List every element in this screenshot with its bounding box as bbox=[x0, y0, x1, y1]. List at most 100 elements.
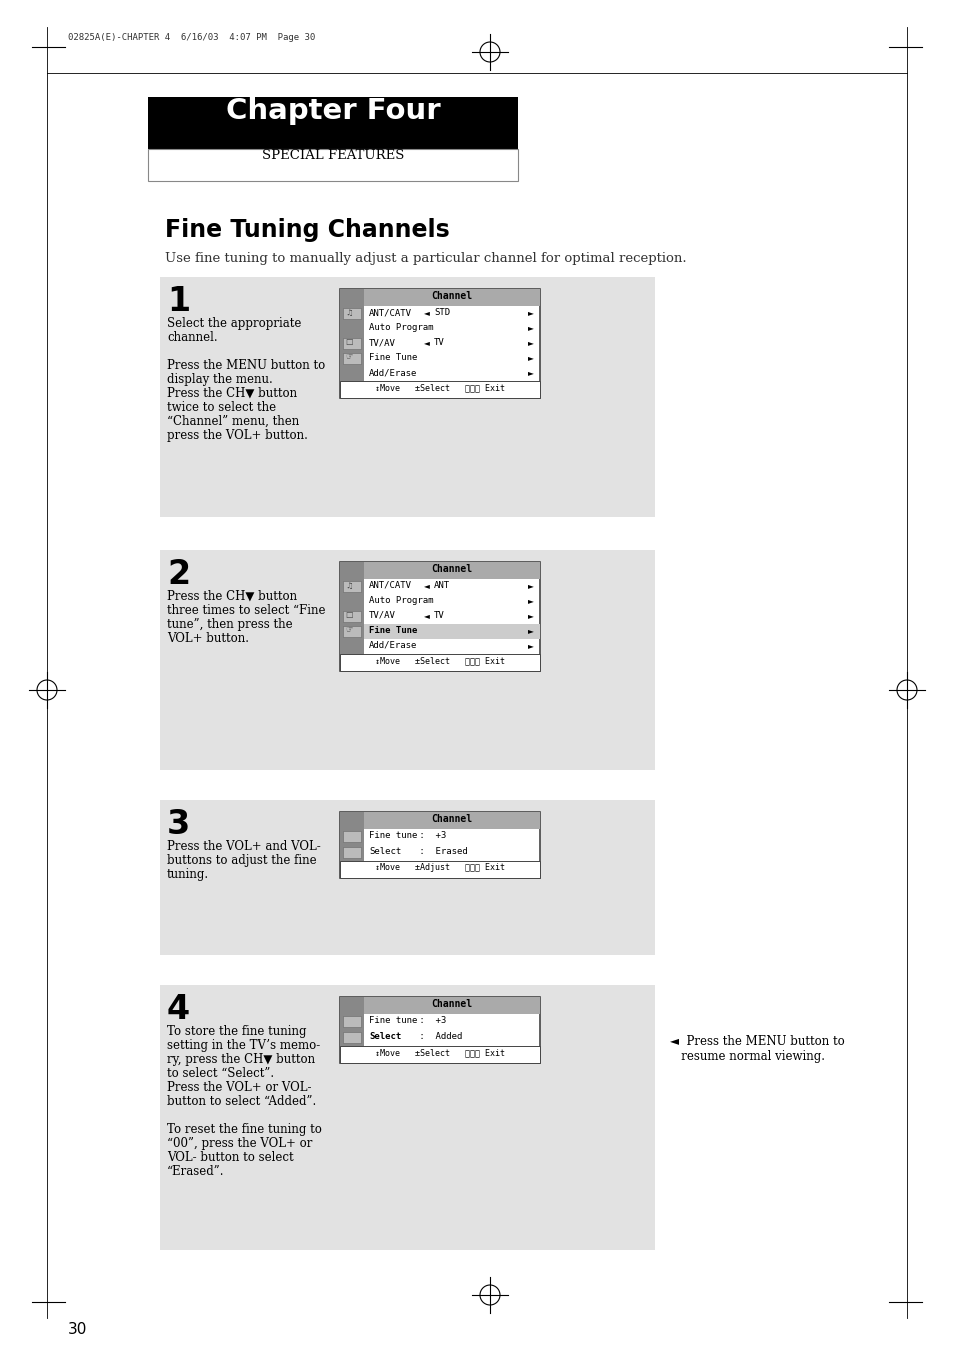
Text: ►: ► bbox=[527, 640, 534, 650]
Text: TV/AV: TV/AV bbox=[369, 611, 395, 620]
Text: button to select “Added”.: button to select “Added”. bbox=[167, 1096, 315, 1108]
Text: Select: Select bbox=[369, 847, 401, 857]
Text: ►: ► bbox=[527, 611, 534, 620]
Text: Press the VOL+ or VOL-: Press the VOL+ or VOL- bbox=[167, 1081, 312, 1094]
Text: ♫: ♫ bbox=[345, 308, 352, 317]
Bar bbox=[343, 831, 360, 842]
Text: Use fine tuning to manually adjust a particular channel for optimal reception.: Use fine tuning to manually adjust a par… bbox=[165, 253, 686, 265]
Text: 2: 2 bbox=[167, 558, 190, 590]
Bar bbox=[343, 581, 360, 592]
Text: buttons to adjust the fine: buttons to adjust the fine bbox=[167, 854, 316, 867]
Text: ↕Move   ±Adjust   ☰☰☰ Exit: ↕Move ±Adjust ☰☰☰ Exit bbox=[375, 863, 504, 871]
Text: :  +3: : +3 bbox=[414, 831, 446, 840]
Text: three times to select “Fine: three times to select “Fine bbox=[167, 604, 325, 617]
Bar bbox=[339, 997, 364, 1063]
Text: SPECIAL FEATURES: SPECIAL FEATURES bbox=[261, 149, 404, 162]
Text: to select “Select”.: to select “Select”. bbox=[167, 1067, 274, 1079]
Bar bbox=[160, 277, 655, 517]
Text: tune”, then press the: tune”, then press the bbox=[167, 617, 293, 631]
Text: ◄: ◄ bbox=[423, 308, 430, 317]
Text: Chapter Four: Chapter Four bbox=[226, 97, 440, 126]
Text: ☞: ☞ bbox=[345, 626, 352, 635]
Bar bbox=[339, 861, 539, 878]
Text: Channel: Channel bbox=[431, 290, 472, 301]
Text: TV: TV bbox=[434, 338, 444, 347]
Text: To store the fine tuning: To store the fine tuning bbox=[167, 1025, 306, 1038]
Bar bbox=[343, 338, 360, 349]
Bar bbox=[343, 1016, 360, 1027]
Text: Select the appropriate: Select the appropriate bbox=[167, 317, 301, 330]
Text: Fine tune: Fine tune bbox=[369, 831, 416, 840]
Bar bbox=[364, 812, 539, 830]
Text: ☞: ☞ bbox=[345, 353, 352, 362]
Bar bbox=[339, 562, 364, 671]
Text: Add/Erase: Add/Erase bbox=[369, 640, 416, 650]
Bar bbox=[339, 562, 539, 671]
Text: Press the VOL+ and VOL-: Press the VOL+ and VOL- bbox=[167, 840, 320, 852]
Text: Auto Program: Auto Program bbox=[369, 323, 433, 332]
Text: Fine Tune: Fine Tune bbox=[369, 626, 416, 635]
Text: :  Added: : Added bbox=[414, 1032, 462, 1042]
Text: ►: ► bbox=[527, 626, 534, 635]
Bar bbox=[339, 812, 364, 878]
Bar bbox=[364, 624, 539, 639]
Text: ry, press the CH▼ button: ry, press the CH▼ button bbox=[167, 1052, 314, 1066]
Text: Fine tune: Fine tune bbox=[369, 1016, 416, 1025]
Text: tuning.: tuning. bbox=[167, 867, 209, 881]
Bar bbox=[343, 626, 360, 638]
Bar bbox=[343, 353, 360, 363]
Bar bbox=[364, 562, 539, 580]
Text: VOL+ button.: VOL+ button. bbox=[167, 632, 249, 644]
Text: 4: 4 bbox=[167, 993, 190, 1025]
Bar bbox=[160, 800, 655, 955]
Text: ►: ► bbox=[527, 338, 534, 347]
Bar bbox=[343, 611, 360, 621]
Bar bbox=[148, 97, 517, 149]
Text: Channel: Channel bbox=[431, 815, 472, 824]
Text: VOL- button to select: VOL- button to select bbox=[167, 1151, 294, 1165]
Text: Select: Select bbox=[369, 1032, 401, 1042]
Text: twice to select the: twice to select the bbox=[167, 401, 275, 413]
Text: ◄  Press the MENU button to: ◄ Press the MENU button to bbox=[669, 1035, 843, 1048]
Bar bbox=[339, 997, 539, 1063]
Text: setting in the TV’s memo-: setting in the TV’s memo- bbox=[167, 1039, 320, 1052]
Text: 30: 30 bbox=[68, 1323, 88, 1337]
Text: ◄: ◄ bbox=[423, 611, 430, 620]
Text: To reset the fine tuning to: To reset the fine tuning to bbox=[167, 1123, 321, 1136]
Text: 02825A(E)-CHAPTER 4  6/16/03  4:07 PM  Page 30: 02825A(E)-CHAPTER 4 6/16/03 4:07 PM Page… bbox=[68, 32, 314, 42]
Text: Auto Program: Auto Program bbox=[369, 596, 433, 605]
Text: ►: ► bbox=[527, 323, 534, 332]
Bar bbox=[343, 847, 360, 858]
Text: ◄: ◄ bbox=[423, 581, 430, 590]
Bar bbox=[339, 381, 539, 399]
Text: ►: ► bbox=[527, 581, 534, 590]
Bar bbox=[148, 149, 517, 181]
Bar bbox=[343, 308, 360, 319]
Bar bbox=[364, 997, 539, 1015]
Text: Fine Tuning Channels: Fine Tuning Channels bbox=[165, 218, 449, 242]
Bar bbox=[339, 289, 364, 399]
Text: ►: ► bbox=[527, 353, 534, 362]
Bar bbox=[160, 985, 655, 1250]
Text: ►: ► bbox=[527, 308, 534, 317]
Bar bbox=[339, 654, 539, 671]
Text: ☐: ☐ bbox=[345, 338, 352, 347]
Bar bbox=[339, 812, 539, 878]
Bar bbox=[160, 550, 655, 770]
Text: “Channel” menu, then: “Channel” menu, then bbox=[167, 415, 299, 428]
Text: Press the MENU button to: Press the MENU button to bbox=[167, 359, 325, 372]
Bar bbox=[339, 289, 539, 399]
Text: Press the CH▼ button: Press the CH▼ button bbox=[167, 590, 296, 603]
Text: ↕Move   ±Select   ☰☰☰ Exit: ↕Move ±Select ☰☰☰ Exit bbox=[375, 382, 504, 392]
Text: ◄: ◄ bbox=[423, 338, 430, 347]
Text: TV/AV: TV/AV bbox=[369, 338, 395, 347]
Bar bbox=[364, 289, 539, 305]
Text: channel.: channel. bbox=[167, 331, 217, 345]
Text: ANT: ANT bbox=[434, 581, 450, 590]
Text: “00”, press the VOL+ or: “00”, press the VOL+ or bbox=[167, 1138, 312, 1150]
Text: 1: 1 bbox=[167, 285, 190, 317]
Text: ►: ► bbox=[527, 596, 534, 605]
Text: Press the CH▼ button: Press the CH▼ button bbox=[167, 386, 296, 400]
Text: ↕Move   ±Select   ☰☰☰ Exit: ↕Move ±Select ☰☰☰ Exit bbox=[375, 1048, 504, 1056]
Text: :  +3: : +3 bbox=[414, 1016, 446, 1025]
